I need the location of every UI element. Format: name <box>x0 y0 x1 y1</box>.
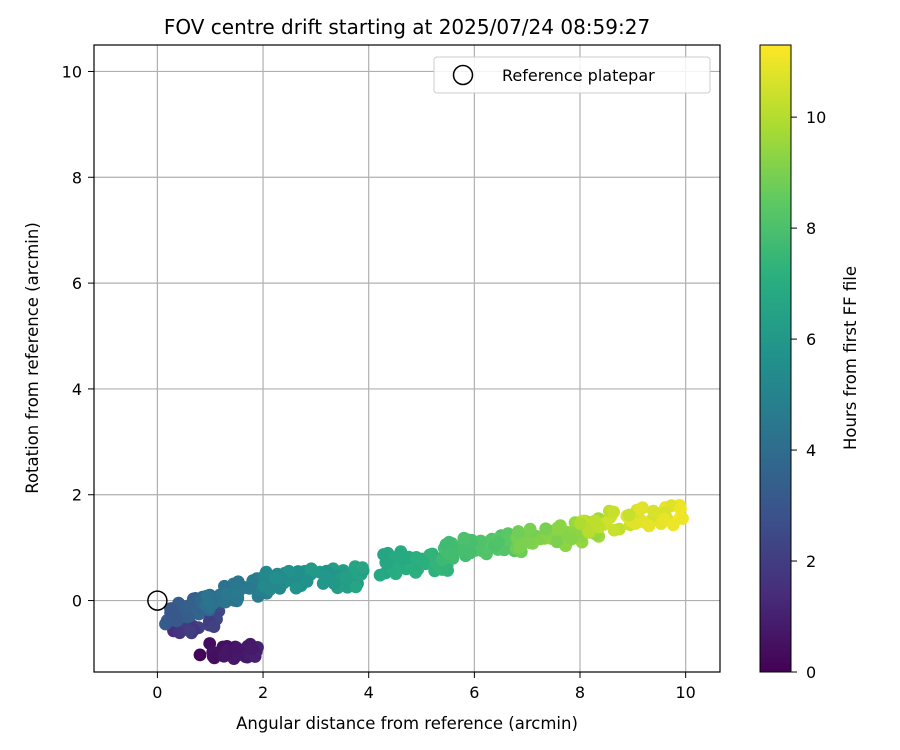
colorbar-tick-label: 6 <box>806 330 816 349</box>
x-tick-label: 6 <box>469 683 479 702</box>
scatter-point <box>259 565 273 579</box>
scatter-point <box>633 503 646 516</box>
scatter-point <box>553 519 567 532</box>
plot-frame <box>93 44 721 673</box>
scatter-point <box>416 555 430 568</box>
legend-box <box>433 56 711 94</box>
legend-marker-reference <box>452 64 474 86</box>
scatter-point <box>257 579 271 593</box>
y-tick-label: 8 <box>72 168 82 187</box>
y-tick-label: 2 <box>72 486 82 505</box>
x-axis-label: Angular distance from reference (arcmin) <box>236 714 578 733</box>
x-tick-label: 0 <box>152 683 162 702</box>
x-tick-label: 4 <box>364 683 374 702</box>
colorbar-ticks: 0 2 4 6 8 10 <box>791 108 826 682</box>
scatter-point <box>440 563 454 577</box>
scatter-point <box>319 569 333 583</box>
scatter-point <box>245 642 259 656</box>
grid <box>94 45 720 672</box>
scatter-point <box>164 602 178 616</box>
colorbar-tick-label: 10 <box>806 108 826 127</box>
scatter-point <box>170 614 184 628</box>
scatter-point <box>574 517 587 530</box>
scatter-point <box>676 512 689 525</box>
colorbar-tick-label: 0 <box>806 663 816 682</box>
scatter-point <box>200 589 214 603</box>
scatter-point <box>588 514 602 528</box>
legend: Reference platepar <box>433 56 711 94</box>
scatter-point <box>666 518 680 532</box>
y-tick-label: 10 <box>62 62 82 81</box>
colorbar-tick-label: 2 <box>806 552 816 571</box>
scatter-point <box>183 624 197 638</box>
scatter-point <box>607 523 621 537</box>
scatter-point <box>474 534 488 548</box>
scatter-point <box>230 641 244 655</box>
scatter-point <box>304 562 318 576</box>
scatter-point <box>220 587 234 601</box>
scatter-point <box>349 580 363 594</box>
scatter-point <box>642 519 656 533</box>
colorbar-label: Hours from first FF file <box>841 266 860 450</box>
scatter-point <box>356 561 369 575</box>
colorbar-gradient <box>760 45 791 672</box>
reference-platepar-marker <box>147 590 168 611</box>
scatter-point <box>550 535 564 549</box>
scatter-point <box>607 505 620 519</box>
scatter-point <box>231 586 245 599</box>
chart-title: FOV centre drift starting at 2025/07/24 … <box>164 15 650 39</box>
scatter-point <box>373 568 387 582</box>
scatter-point <box>273 581 287 595</box>
colorbar-tick-label: 4 <box>806 441 816 460</box>
colorbar-frame <box>759 44 792 673</box>
y-tick-label: 6 <box>72 274 82 293</box>
scatter-point <box>442 547 456 561</box>
scatter-point <box>492 535 505 549</box>
scatter-point <box>269 571 282 585</box>
colorbar: 0 2 4 6 8 10 Hours from first FF file <box>759 44 860 682</box>
scatter-point <box>622 508 636 522</box>
scatter-point <box>181 610 194 624</box>
scatter-point <box>511 525 525 538</box>
y-axis-label: Rotation from reference (arcmin) <box>23 222 42 494</box>
y-tick-label: 4 <box>72 380 82 399</box>
x-tick-label: 2 <box>258 683 268 702</box>
scatter-point <box>300 574 314 588</box>
scatter-point <box>442 535 456 549</box>
scatter-point <box>193 648 207 662</box>
scatter-point <box>339 570 353 584</box>
scatter-point <box>377 548 390 561</box>
x-tick-label: 8 <box>575 683 585 702</box>
scatter-point <box>523 522 537 536</box>
x-tick-label: 10 <box>675 683 695 702</box>
scatter-point <box>159 617 172 631</box>
scatter-point <box>243 581 256 595</box>
scatter-point <box>289 581 303 595</box>
y-tick-label: 0 <box>72 592 82 611</box>
scatter-point <box>457 531 471 545</box>
scatter-point <box>207 620 221 633</box>
axis-ticks: 0 2 4 6 8 10 0 2 4 6 8 10 <box>62 62 696 702</box>
reference-point <box>147 590 168 611</box>
scatter-points <box>159 499 689 665</box>
colorbar-tick-label: 8 <box>806 219 816 238</box>
scatter-point <box>564 532 578 546</box>
scatter-point <box>582 524 595 538</box>
scatter-point <box>291 565 305 578</box>
scatter-point <box>674 502 687 515</box>
scatter-point <box>396 551 410 565</box>
scatter-point <box>173 626 187 640</box>
scatter-point <box>647 504 660 518</box>
legend-entry-reference: Reference platepar <box>502 66 655 85</box>
scatter-point <box>207 651 221 665</box>
scatter-point <box>539 522 553 536</box>
scatter-point <box>513 540 526 554</box>
